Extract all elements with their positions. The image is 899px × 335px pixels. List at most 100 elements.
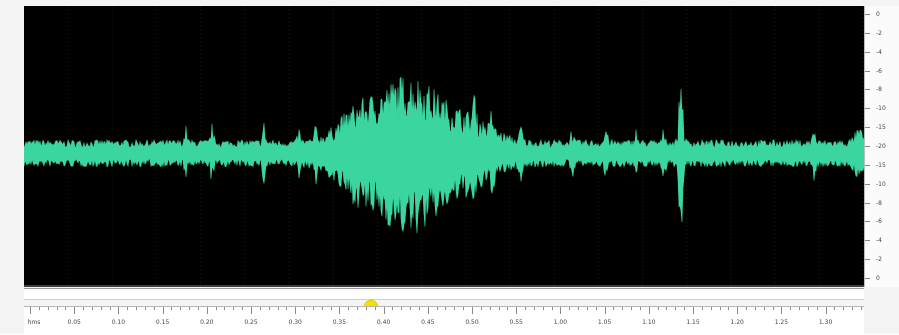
ruler-tick bbox=[153, 307, 155, 310]
ruler-tick bbox=[215, 307, 217, 310]
ruler-tick bbox=[268, 307, 270, 310]
time-label: 1.10 bbox=[642, 319, 656, 326]
ruler-tick bbox=[622, 307, 624, 310]
ruler-tick bbox=[162, 307, 164, 314]
ruler-tick bbox=[463, 307, 465, 310]
ruler-tick bbox=[631, 307, 633, 310]
db-tick bbox=[865, 108, 870, 110]
selection-strip[interactable] bbox=[24, 288, 864, 300]
ruler-tick bbox=[144, 307, 146, 310]
time-label: 0.30 bbox=[288, 319, 302, 326]
ruler-tick bbox=[489, 307, 491, 310]
ruler-tick bbox=[763, 307, 765, 310]
time-label: 1.25 bbox=[774, 319, 789, 326]
ruler-tick bbox=[693, 307, 694, 314]
ruler-tick bbox=[224, 307, 226, 310]
time-label: 0.55 bbox=[509, 319, 523, 326]
ruler-tick bbox=[47, 307, 49, 310]
ruler-tick bbox=[516, 307, 518, 314]
ruler-tick bbox=[401, 307, 403, 310]
ruler-tick bbox=[843, 307, 845, 310]
db-label: -15 bbox=[876, 124, 886, 132]
ruler-tick bbox=[118, 307, 120, 314]
ruler-tick bbox=[560, 307, 562, 314]
db-label: -20 bbox=[876, 143, 886, 150]
ruler-tick bbox=[38, 307, 40, 310]
time-label: 0.50 bbox=[465, 319, 479, 326]
time-label: 0.15 bbox=[155, 319, 170, 326]
ruler-tick bbox=[799, 307, 801, 310]
ruler-tick bbox=[321, 307, 323, 310]
ruler-tick bbox=[666, 307, 668, 310]
ruler-tick bbox=[259, 307, 261, 310]
ruler-tick bbox=[127, 307, 129, 310]
ruler-tick bbox=[454, 307, 456, 310]
db-label: -8 bbox=[876, 86, 882, 94]
ruler-tick bbox=[719, 307, 721, 310]
time-ruler[interactable]: hms 0.05 0.10 0.15 0.20 0.25 0.30 0.35 0.40 0.45 0… bbox=[24, 306, 864, 335]
db-label: -4 bbox=[876, 48, 882, 56]
ruler-tick bbox=[728, 307, 730, 310]
ruler-tick bbox=[834, 307, 836, 310]
db-label: -2 bbox=[876, 256, 882, 264]
time-label: 0.45 bbox=[421, 319, 435, 326]
time-label: 1.00 bbox=[553, 319, 568, 326]
ruler-tick bbox=[507, 307, 509, 310]
waveform-display[interactable] bbox=[24, 6, 864, 287]
time-label: 0.35 bbox=[332, 319, 347, 326]
ruler-tick bbox=[374, 307, 376, 310]
ruler-tick bbox=[427, 307, 429, 314]
ruler-tick bbox=[56, 307, 58, 310]
ruler-tick bbox=[648, 307, 650, 314]
ruler-tick bbox=[277, 307, 279, 310]
ruler-tick bbox=[551, 307, 553, 310]
ruler-tick bbox=[675, 307, 677, 310]
ruler-tick bbox=[825, 307, 827, 314]
db-label: -10 bbox=[876, 105, 886, 113]
audio-waveform bbox=[24, 76, 864, 234]
ruler-tick bbox=[445, 307, 447, 310]
ruler-tick bbox=[206, 307, 208, 314]
time-label: 0.05 bbox=[67, 319, 81, 326]
db-tick bbox=[865, 89, 870, 91]
ruler-tick bbox=[65, 307, 67, 310]
db-label: -15 bbox=[876, 161, 886, 169]
ruler-tick bbox=[251, 307, 252, 314]
ruler-tick bbox=[533, 307, 535, 310]
db-tick bbox=[865, 32, 870, 34]
ruler-tick bbox=[171, 307, 173, 310]
time-label: 1.20 bbox=[730, 319, 744, 326]
db-tick bbox=[865, 183, 870, 185]
ruler-tick bbox=[586, 307, 588, 310]
db-tick bbox=[865, 164, 870, 166]
ruler-tick bbox=[312, 307, 314, 310]
db-tick bbox=[865, 146, 870, 147]
db-label: 0 bbox=[876, 11, 880, 18]
ruler-tick bbox=[330, 307, 332, 310]
ruler-tick bbox=[233, 307, 235, 310]
ruler-tick bbox=[418, 307, 420, 310]
ruler-tick bbox=[436, 307, 438, 310]
ruler-tick bbox=[189, 307, 191, 310]
db-label: -6 bbox=[876, 67, 882, 75]
time-label: hms bbox=[27, 319, 41, 326]
db-tick bbox=[865, 278, 870, 279]
db-tick bbox=[865, 70, 870, 72]
ruler-tick bbox=[542, 307, 544, 310]
ruler-tick bbox=[639, 307, 641, 310]
ruler-tick bbox=[852, 307, 854, 310]
ruler-tick bbox=[295, 307, 297, 314]
ruler-tick bbox=[807, 307, 809, 310]
time-label: 0.40 bbox=[376, 319, 391, 326]
ruler-tick bbox=[348, 307, 350, 310]
ruler-tick bbox=[754, 307, 756, 310]
ruler-tick bbox=[83, 307, 85, 310]
waveform-canvas[interactable] bbox=[24, 6, 864, 287]
ruler-tick bbox=[737, 307, 739, 314]
left-margin bbox=[0, 6, 24, 334]
ruler-tick bbox=[684, 307, 686, 310]
db-label: -8 bbox=[876, 199, 882, 207]
ruler-tick bbox=[242, 307, 244, 310]
db-label: -2 bbox=[876, 29, 882, 37]
